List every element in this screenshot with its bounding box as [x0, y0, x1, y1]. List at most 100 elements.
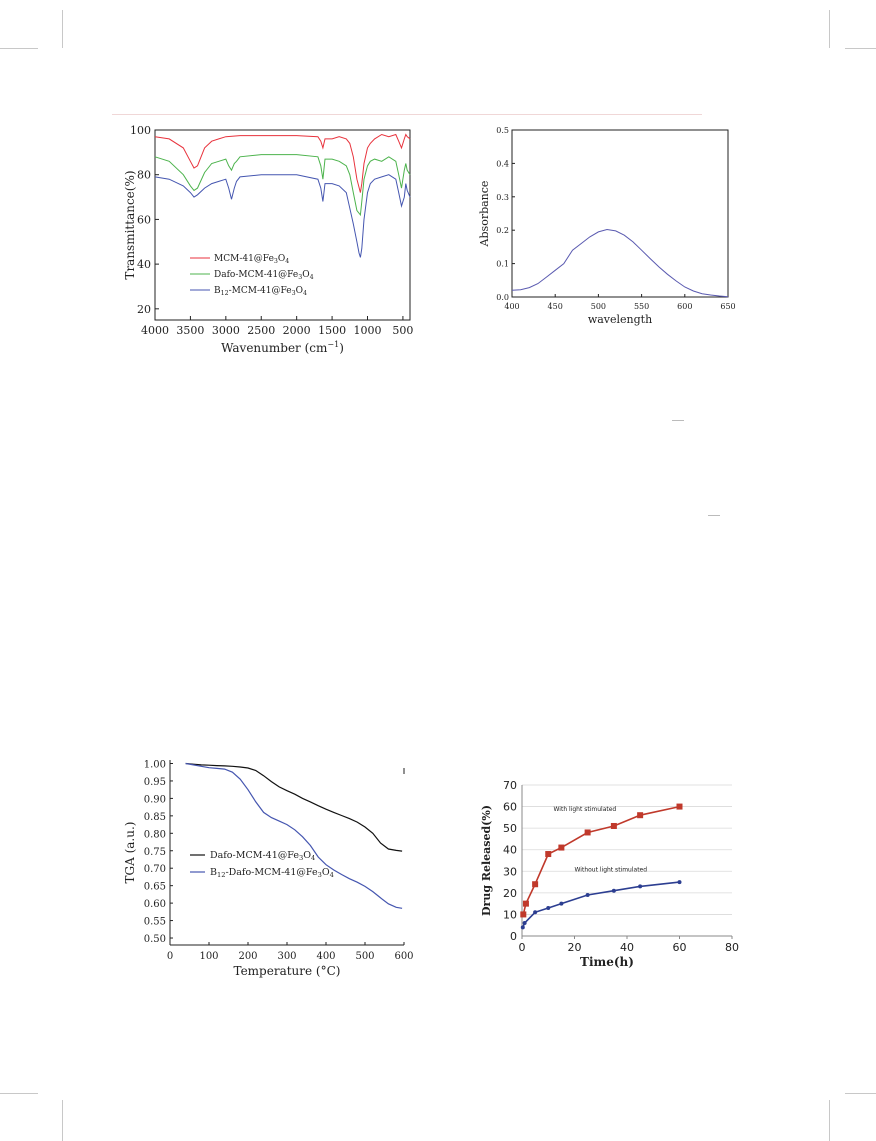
- y-axis-label: TGA (a.u.): [123, 822, 137, 884]
- y-tick-label: 0.85: [144, 812, 166, 823]
- y-tick-label: 50: [503, 822, 517, 835]
- x-tick-label: 1000: [354, 324, 382, 337]
- x-tick-label: 80: [725, 941, 739, 954]
- x-tick-label: 550: [634, 302, 649, 311]
- series-annotation: With light stimulated: [554, 806, 617, 813]
- x-tick-label: 20: [568, 941, 582, 954]
- y-tick-label: 40: [137, 258, 151, 271]
- y-tick-label: 0: [510, 930, 517, 943]
- tga-chart: 0 100 200 300 400 500 600 0.50 0.55 0.60 0.65 0.70 0…: [123, 759, 414, 978]
- data-point: [676, 803, 683, 810]
- data-point: [522, 900, 529, 907]
- data-point: [520, 911, 527, 918]
- y-tick-label: 10: [503, 908, 517, 921]
- x-tick-label: 300: [277, 951, 296, 962]
- legend-label: Dafo-MCM-41@Fe3O4: [214, 270, 314, 281]
- data-point: [558, 844, 565, 851]
- y-tick-label: 0.3: [496, 193, 509, 202]
- x-tick-label: 0: [519, 941, 526, 954]
- stray-mark: [708, 515, 720, 516]
- y-tick-label: 0.2: [496, 226, 509, 235]
- x-tick-label: 500: [392, 324, 413, 337]
- y-tick-label: 1.00: [144, 759, 166, 770]
- y-tick-label: 0.0: [496, 293, 509, 302]
- data-point: [532, 881, 539, 888]
- x-tick-label: 40: [620, 941, 634, 954]
- x-tick-label: 60: [673, 941, 687, 954]
- stray-mark: [672, 420, 684, 421]
- y-tick-label: 70: [503, 779, 517, 792]
- x-tick-label: 1500: [318, 324, 346, 337]
- data-point: [522, 921, 527, 926]
- y-tick-label: 20: [503, 887, 517, 900]
- x-tick-label: 200: [238, 951, 257, 962]
- legend-label: MCM-41@Fe3O4: [214, 254, 289, 265]
- y-tick-label: 0.70: [144, 864, 166, 875]
- series-line: [511, 228, 729, 298]
- plot-frame: [511, 129, 729, 298]
- series-annotation: Without light stimulated: [575, 866, 648, 873]
- crop-mark: [829, 10, 830, 48]
- y-tick-label: 0.90: [144, 794, 166, 805]
- data-point: [533, 910, 538, 915]
- y-tick-label: 0.65: [144, 882, 166, 893]
- crop-mark: [845, 1093, 876, 1094]
- data-point: [546, 905, 551, 910]
- data-point: [585, 893, 590, 898]
- x-axis-label: Time(h): [580, 955, 634, 969]
- x-tick-label: 500: [591, 302, 606, 311]
- data-point: [637, 812, 644, 819]
- y-tick-label: 100: [130, 124, 151, 137]
- y-tick-label: 80: [137, 169, 151, 182]
- crop-mark: [0, 48, 38, 49]
- data-point: [677, 880, 682, 885]
- data-point: [611, 888, 616, 893]
- x-tick-label: 3500: [176, 324, 204, 337]
- crop-mark: [829, 1100, 830, 1141]
- plot-frame: [154, 129, 411, 321]
- data-point: [545, 851, 552, 858]
- y-tick-label: 60: [137, 213, 151, 226]
- x-tick-label: 600: [394, 951, 413, 962]
- series-line: [154, 133, 411, 193]
- x-tick-label: 3000: [212, 324, 240, 337]
- x-tick-label: 2500: [247, 324, 275, 337]
- y-tick-label: 0.4: [496, 159, 509, 168]
- y-tick-label: 0.80: [144, 829, 166, 840]
- crop-mark: [62, 1100, 63, 1141]
- series-line: [185, 762, 403, 852]
- y-tick-label: 0.1: [496, 260, 509, 269]
- legend-label: B12-Dafo-MCM-41@Fe3O4: [210, 867, 334, 879]
- x-axis-label: wavelength: [588, 313, 652, 326]
- x-tick-label: 4000: [141, 324, 169, 337]
- data-point: [638, 884, 643, 889]
- data-point: [610, 822, 617, 829]
- x-tick-label: 450: [548, 302, 563, 311]
- y-tick-label: 0.60: [144, 899, 166, 910]
- crop-mark: [0, 1093, 38, 1094]
- x-axis-label: Wavenumber (cm−1): [221, 340, 344, 355]
- x-tick-label: 400: [504, 302, 519, 311]
- x-tick-label: 650: [720, 302, 735, 311]
- legend-label: B12-MCM-41@Fe3O4: [214, 286, 307, 297]
- data-point: [584, 829, 591, 836]
- y-tick-label: 0.50: [144, 934, 166, 945]
- data-point: [559, 901, 564, 906]
- y-tick-label: 30: [503, 865, 517, 878]
- x-tick-label: 600: [677, 302, 692, 311]
- series-line: [185, 762, 403, 909]
- legend-label: Dafo-MCM-41@Fe3O4: [210, 850, 315, 862]
- y-axis-label: Transmittance(%): [123, 170, 137, 279]
- data-point: [520, 925, 525, 930]
- y-tick-label: 0.5: [496, 126, 509, 135]
- series-line: [522, 881, 680, 928]
- x-tick-label: 400: [316, 951, 335, 962]
- x-tick-label: 100: [199, 951, 218, 962]
- x-tick-label: 2000: [283, 324, 311, 337]
- y-axis-label: Absorbance: [478, 181, 491, 248]
- uv-vis-chart: 400 450 500 550 600 650 0.0 0.1 0.2 0.3 0.4 0.5 wave…: [478, 126, 736, 326]
- drug-release-chart: 0 10 20 30 40 50 60 70 0 20 40 60 80 With light stimu…: [480, 779, 739, 969]
- series-line: [154, 174, 411, 258]
- x-axis-label: Temperature (°C): [234, 964, 341, 978]
- y-tick-label: 0.55: [144, 917, 166, 928]
